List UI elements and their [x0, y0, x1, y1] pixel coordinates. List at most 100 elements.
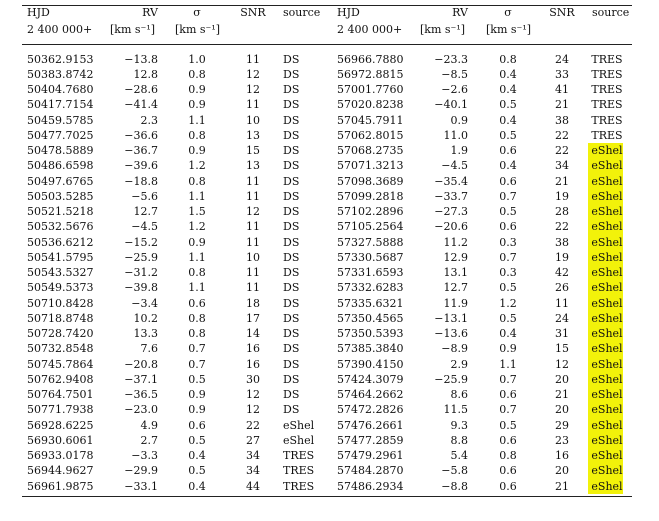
table-cell: 33: [555, 67, 569, 81]
table-cell: DS: [283, 266, 300, 279]
highlight: [588, 478, 623, 495]
table-cell: 2.9: [450, 357, 469, 371]
table-cell: 0.9: [188, 83, 206, 96]
table-cell: eShel: [591, 235, 623, 249]
table-cell: eShel: [591, 403, 623, 417]
table-cell: eShel: [591, 357, 623, 371]
table-cell: 0.9: [188, 388, 206, 401]
table-cell: eShel: [591, 327, 623, 340]
table-cell: 21: [555, 388, 569, 401]
table-cell: −33.7: [434, 189, 468, 203]
table-cell: eShel: [283, 418, 315, 432]
table-cell: −13.1: [434, 311, 468, 325]
table-cell: 57350.4565: [337, 311, 404, 325]
table-cell: 11: [246, 52, 260, 66]
table-cell: TRES: [283, 464, 315, 478]
table-cell: 57424.3079: [337, 372, 404, 386]
table-cell: 50477.7025: [27, 128, 94, 142]
table-cell: 21: [555, 98, 569, 112]
table-cell: 57476.2661: [337, 418, 404, 432]
table-cell: −40.1: [434, 98, 468, 112]
table-cell: 12.9: [443, 250, 469, 264]
table-cell: 57464.2662: [337, 388, 404, 401]
table-cell: −13.8: [124, 52, 158, 66]
table-cell: 0.9: [188, 98, 206, 112]
table-cell: 12: [246, 403, 260, 417]
table-cell: −8.9: [441, 342, 468, 356]
table-cell: DS: [283, 113, 300, 127]
table-cell: 11: [246, 189, 260, 203]
header-cell: SNR: [240, 6, 266, 19]
table-cell: 1.1: [188, 281, 206, 295]
table-cell: 0.5: [188, 433, 206, 447]
table-cell: 57102.2896: [337, 205, 404, 218]
table-cell: 57020.8238: [337, 98, 404, 112]
table-cell: 10.2: [133, 311, 159, 325]
table-cell: 0.8: [499, 52, 517, 66]
table-cell: −4.5: [441, 159, 468, 173]
table-cell: 50404.7680: [27, 83, 94, 96]
table-cell: 26: [555, 281, 569, 295]
table-cell: 0.5: [188, 464, 206, 478]
table-cell: TRES: [591, 67, 623, 81]
table-cell: 23: [555, 433, 569, 447]
table-cell: 15: [246, 144, 260, 157]
highlight: [588, 173, 623, 190]
table-cell: 13.3: [133, 327, 159, 340]
table-cell: DS: [283, 235, 300, 249]
table-cell: 17: [246, 311, 260, 325]
table-cell: 11: [246, 174, 260, 188]
table-cell: TRES: [591, 52, 623, 66]
table-cell: 10: [246, 113, 260, 127]
table-cell: 4.9: [140, 418, 159, 432]
highlight: [588, 204, 623, 220]
table-cell: 11: [246, 281, 260, 295]
table-cell: DS: [283, 83, 300, 96]
highlight: [588, 402, 623, 418]
table-cell: 11: [246, 98, 260, 112]
table-cell: −28.6: [124, 83, 158, 96]
header-cell: σ: [504, 6, 512, 19]
table-cell: 2.3: [140, 113, 159, 127]
table-cell: 57350.5393: [337, 327, 404, 340]
table-cell: −15.2: [124, 235, 158, 249]
highlight: [588, 249, 623, 266]
table-cell: 11: [246, 235, 260, 249]
table-cell: 12: [246, 205, 260, 218]
table-cell: 5.4: [450, 449, 469, 462]
table-cell: 0.5: [499, 128, 517, 142]
header-cell: 2 400 000+: [337, 23, 403, 36]
table-cell: eShel: [591, 250, 623, 264]
table-cell: 0.9: [188, 144, 206, 157]
header-cell: [km s⁻¹]: [420, 23, 466, 36]
table-cell: 20: [555, 403, 569, 417]
table-cell: 11.9: [443, 296, 469, 310]
table-cell: 16: [246, 342, 260, 356]
table-cell: −4.5: [131, 220, 158, 234]
table-cell: 0.5: [499, 281, 517, 295]
highlight: [588, 143, 623, 159]
table-cell: 57472.2826: [337, 403, 404, 417]
table-cell: 0.4: [499, 67, 517, 81]
table-cell: 57331.6593: [337, 266, 404, 279]
table-cell: 50497.6765: [27, 174, 94, 188]
table-cell: 0.7: [499, 403, 517, 417]
table-cell: 56944.9627: [27, 464, 94, 478]
table-cell: 41: [555, 83, 569, 96]
table-cell: 1.0: [188, 52, 206, 66]
table-cell: 0.7: [499, 189, 517, 203]
header-cell: [km s⁻¹]: [175, 23, 221, 36]
table-cell: 24: [555, 311, 569, 325]
table-cell: 0.8: [499, 449, 517, 462]
header-cell: source: [283, 6, 321, 19]
table-cell: 30: [246, 372, 260, 386]
table-cell: eShel: [591, 449, 623, 462]
table-cell: eShel: [591, 281, 623, 295]
table-cell: 0.4: [499, 113, 517, 127]
table-cell: eShel: [591, 479, 623, 493]
table-cell: 57098.3689: [337, 174, 404, 188]
table-cell: 11.0: [443, 128, 469, 142]
table-cell: 0.4: [188, 479, 206, 493]
bottom-rule: [22, 496, 632, 497]
